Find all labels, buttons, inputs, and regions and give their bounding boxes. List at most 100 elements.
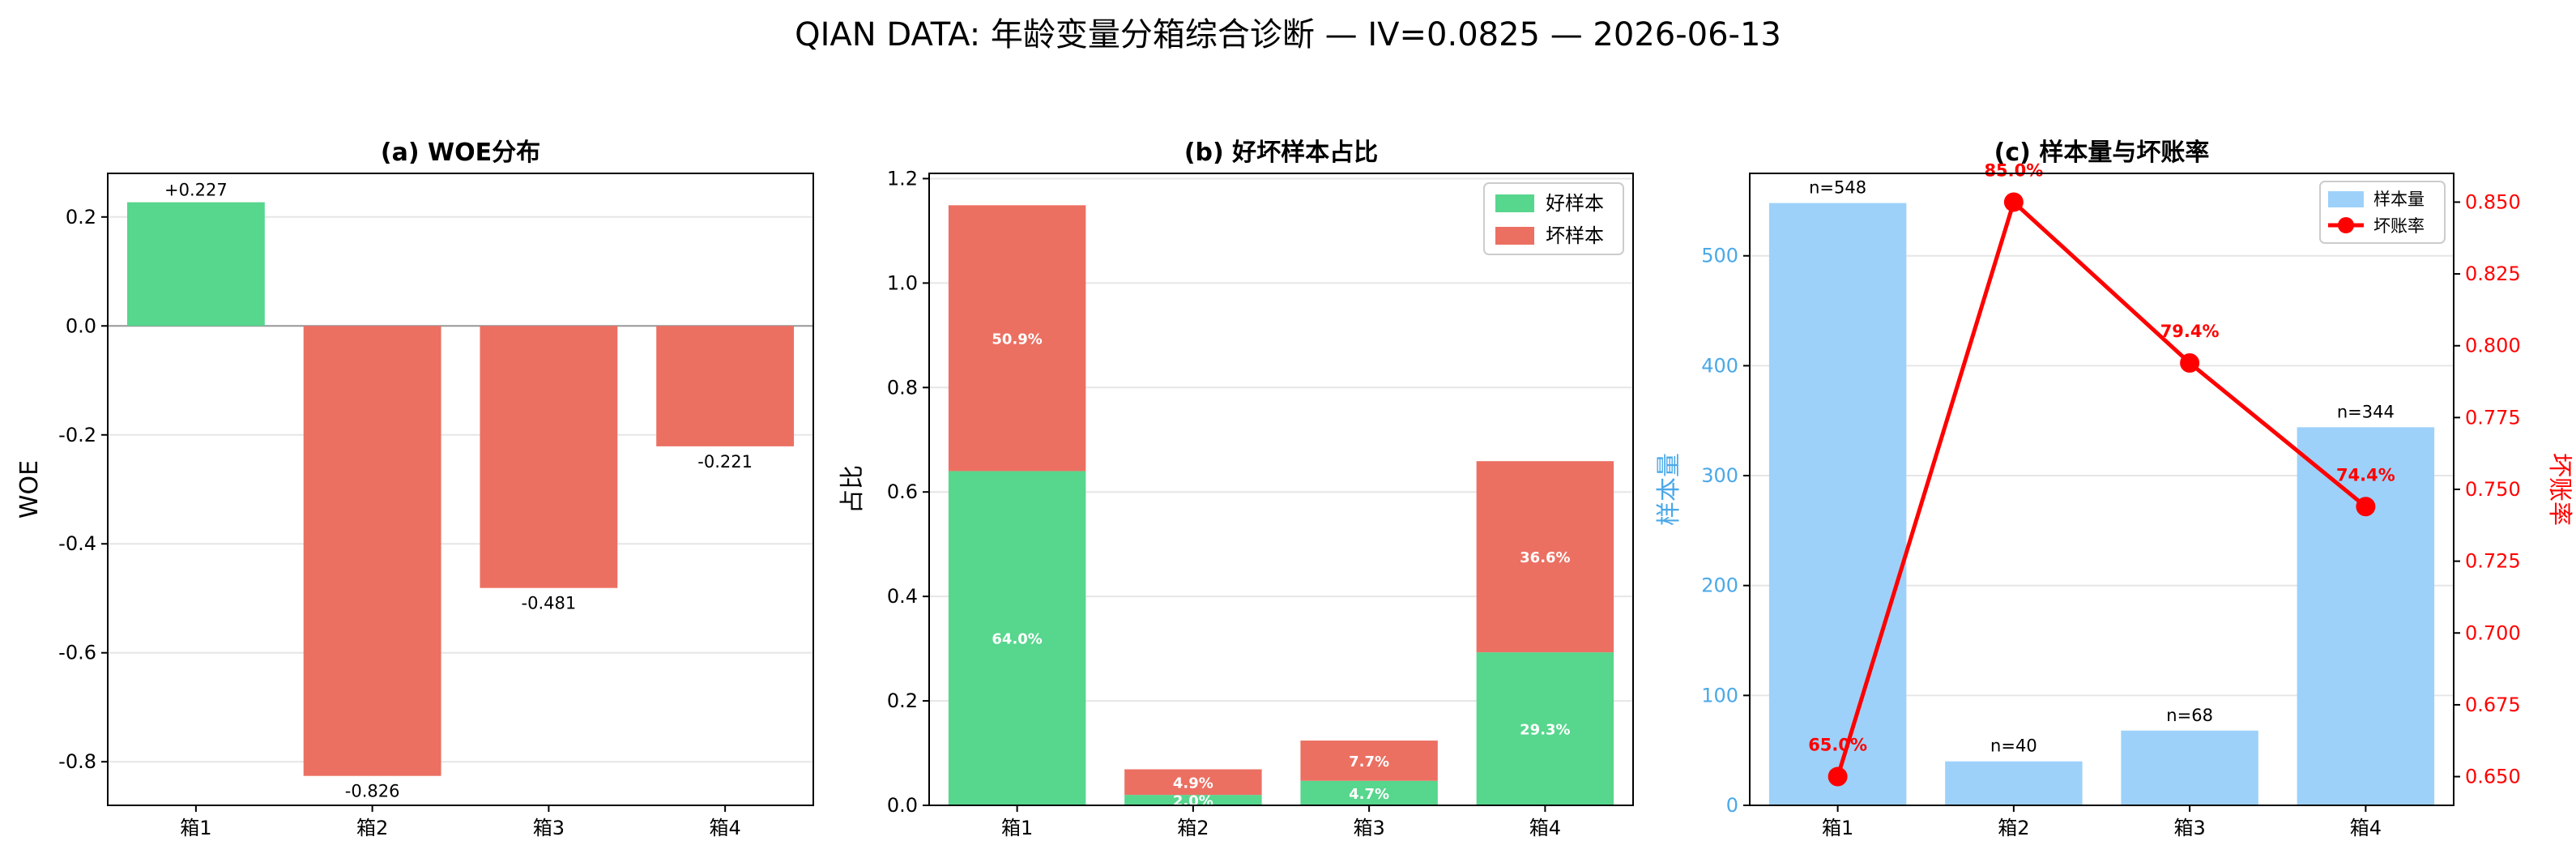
y-tick-label: -0.6 [58,642,96,664]
y-right-tick-label: 0.750 [2465,478,2521,501]
woe-data-label: +0.227 [164,181,228,200]
good-data-label: 29.3% [1520,722,1570,739]
legend-swatch [1495,227,1534,245]
y-right-tick-label: 0.775 [2465,406,2521,429]
figure-title: QIAN DATA: 年龄变量分箱综合诊断 — IV=0.0825 — 2026… [795,16,1781,53]
x-tick-label: 箱1 [1822,817,1853,839]
y-right-tick-label: 0.725 [2465,550,2521,573]
woe-bar [480,326,618,588]
bad-bar [1476,461,1614,653]
y-left-tick-label: 0 [1726,794,1738,817]
sample-bar [2121,730,2258,805]
x-tick-label: 箱3 [533,817,565,839]
sample-data-label: n=40 [1990,736,2037,756]
y-left-tick-label: 100 [1701,684,1738,706]
good-bar [1300,780,1438,805]
sample-bar [1945,761,2083,805]
y-tick-label: 0.2 [887,689,918,712]
legend-marker [2338,217,2354,233]
y-tick-label: 0.0 [66,314,96,337]
bad-rate-data-label: 65.0% [1808,736,1867,755]
good-data-label: 64.0% [992,631,1042,648]
plot-frame [107,173,814,806]
y-right-tick-label: 0.850 [2465,190,2521,213]
x-tick-label: 箱3 [2173,817,2205,839]
y-tick-label: -0.8 [58,750,96,773]
bad-rate-point [2003,192,2024,212]
panel-woe-distribution: 0.2 0.0 -0.2 -0.4 -0.6 -0.8 +0.227 -0.826 -0.481… [15,139,814,839]
bad-data-label: 36.6% [1520,549,1570,566]
x-tick-label: 箱4 [1529,817,1561,839]
sample-data-label: n=68 [2166,706,2213,725]
x-tick-label: 箱4 [2350,817,2382,839]
bad-rate-point [1828,766,1848,787]
legend-swatch [1495,194,1534,212]
bad-bar [1124,769,1262,796]
plot-frame [928,173,1634,806]
legend-label: 好样本 [1546,192,1604,215]
chart-title: (c) 样本量与坏账率 [1994,139,2210,167]
y-right-tick-label: 0.650 [2465,766,2521,788]
bad-data-label: 50.9% [992,331,1042,348]
bad-rate-data-label: 79.4% [2160,322,2220,341]
y-tick-label: 0.8 [887,376,918,399]
y-tick-label: 0.6 [887,480,918,503]
y-right-tick-label: 0.825 [2465,263,2521,285]
x-tick-label: 箱2 [1177,817,1209,839]
y-left-axis-label: 样本量 [1655,453,1683,526]
y-axis-label: 占比 [838,465,867,514]
bad-bar [948,205,1086,472]
bad-rate-line [1836,198,2367,778]
sample-data-label: n=344 [2337,402,2395,421]
y-tick-label: 0.2 [66,206,96,228]
bad-data-label: 4.9% [1173,775,1213,792]
y-right-tick-label: 0.675 [2465,694,2521,716]
bad-data-label: 7.7% [1349,753,1389,770]
bad-rate-data-label: 85.0% [1984,160,2043,180]
sample-bar [1768,203,1907,805]
bad-rate-point [2356,497,2376,517]
x-tick-label: 箱1 [180,817,211,839]
x-tick-label: 箱3 [1353,817,1384,839]
woe-data-label: -0.481 [522,594,577,613]
legend-label: 坏样本 [1546,224,1604,247]
woe-bar [303,326,441,776]
legend-label: 坏账率 [2373,216,2425,236]
chart-title: (a) WOE分布 [381,139,540,167]
y-axis-label: WOE [15,460,44,519]
panel-good-bad-ratio: 0.00.20.40.60.81.01.264.0%50.9%2.0%4.9%4… [838,139,1634,839]
x-tick-label: 箱2 [356,817,388,839]
y-tick-label: 0.4 [887,585,918,608]
bad-rate-point [2180,353,2200,373]
legend-label: 样本量 [2373,190,2425,209]
y-left-tick-label: 400 [1701,354,1738,377]
good-bar [1476,652,1614,805]
plot-frame [1749,173,2454,806]
y-tick-label: 1.0 [887,271,918,294]
woe-data-label: -0.221 [697,452,753,472]
y-tick-label: 0.0 [887,794,918,817]
good-bar [1124,795,1262,805]
x-tick-label: 箱1 [1001,817,1033,839]
y-tick-label: 1.2 [887,167,918,190]
good-data-label: 4.7% [1349,786,1389,803]
x-tick-label: 箱2 [1998,817,2029,839]
y-tick-label: -0.4 [58,532,96,555]
y-left-tick-label: 200 [1701,574,1738,597]
woe-bar [656,326,795,446]
woe-data-label: -0.826 [345,782,400,801]
chart-title: (b) 好坏样本占比 [1184,139,1378,167]
bad-rate-data-label: 74.4% [2336,465,2395,484]
y-tick-label: -0.2 [58,424,96,446]
y-right-tick-label: 0.800 [2465,335,2521,357]
y-left-tick-label: 300 [1701,464,1738,487]
panel-sample-size-bad-rate: 0 100 200 300 400 500 0.650 0.675 0.700 0.725 0.75… [1655,139,2574,839]
y-right-tick-label: 0.700 [2465,621,2521,644]
sample-data-label: n=548 [1809,178,1866,198]
y-left-tick-label: 500 [1701,245,1738,267]
x-tick-label: 箱4 [709,817,740,839]
legend-swatch [2328,191,2364,207]
woe-bar [126,202,265,327]
sample-bar [2297,427,2435,805]
